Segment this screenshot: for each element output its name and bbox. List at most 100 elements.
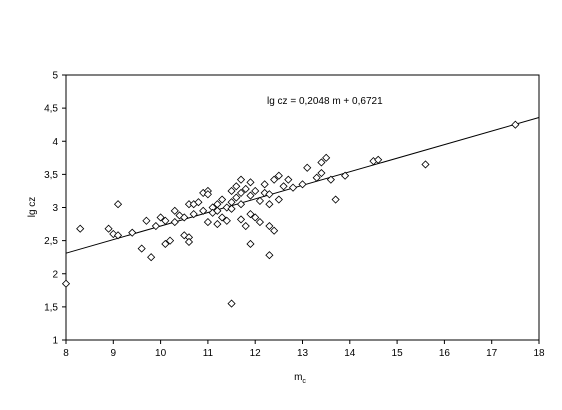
y-tick-label: 3,5 [44, 170, 58, 181]
data-point [113, 200, 123, 209]
data-point [326, 175, 335, 184]
data-point [236, 188, 246, 197]
data-point [236, 200, 246, 209]
data-point [165, 236, 175, 245]
data-point [241, 184, 250, 194]
data-point [161, 239, 170, 249]
data-point [374, 155, 383, 164]
data-point [270, 175, 279, 184]
data-point [265, 251, 274, 260]
data-point [255, 218, 264, 227]
y-tick-label: 2 [52, 269, 58, 280]
x-tick-label: 9 [111, 348, 117, 359]
data-point [255, 196, 264, 205]
x-tick-label: 15 [392, 348, 404, 359]
x-tick-label: 17 [486, 348, 498, 359]
x-tick-label: 11 [203, 348, 214, 359]
data-point [227, 204, 236, 213]
x-axis-title-subscript: c [302, 378, 306, 385]
data-point [260, 180, 269, 189]
data-point [147, 253, 156, 262]
data-point [184, 237, 194, 247]
x-axis-title-main: m [294, 372, 302, 383]
data-point [511, 120, 520, 129]
data-point [322, 153, 331, 162]
data-point [222, 216, 231, 225]
plot-area [65, 74, 540, 341]
regression-equation: lg cz = 0,2048 m + 0,6721 [267, 96, 383, 107]
data-point [236, 215, 246, 224]
data-points [61, 120, 520, 308]
data-point [421, 160, 430, 169]
data-point [180, 213, 189, 222]
data-point [241, 221, 250, 231]
data-point [113, 231, 123, 240]
data-point [232, 193, 241, 202]
data-point [227, 186, 236, 196]
data-point [170, 218, 179, 227]
data-point [232, 182, 241, 191]
x-axis-ticks: 8 9 10 11 12 13 14 15 16 17 18 [63, 340, 545, 359]
data-point [284, 175, 293, 184]
data-point [218, 195, 227, 204]
x-tick-label: 12 [250, 348, 262, 359]
data-point [246, 239, 255, 249]
data-point [317, 168, 326, 178]
x-axis-title: mc [294, 372, 306, 385]
y-tick-label: 5 [52, 71, 58, 82]
data-point [199, 206, 208, 215]
data-point [317, 158, 326, 167]
data-point [156, 213, 165, 222]
data-point [213, 219, 222, 229]
data-point [227, 299, 236, 308]
data-point [161, 216, 170, 225]
data-point [246, 210, 255, 219]
x-tick-label: 14 [344, 348, 356, 359]
data-point [312, 173, 321, 182]
data-point [76, 224, 85, 233]
data-point [137, 244, 146, 253]
y-tick-label: 1,5 [44, 302, 58, 313]
data-point [213, 206, 222, 215]
data-point [251, 186, 260, 196]
data-point [142, 216, 151, 225]
data-point [236, 175, 246, 184]
data-point [203, 190, 212, 199]
y-axis-title: lg cz [27, 197, 38, 218]
y-tick-label: 2,5 [44, 236, 58, 247]
data-point [246, 178, 255, 187]
data-point [288, 183, 298, 192]
y-tick-label: 3 [52, 203, 58, 214]
y-axis-ticks: 1 1,5 2 2,5 3 3,5 4 4,5 5 [44, 71, 66, 347]
data-point [279, 182, 288, 191]
x-tick-label: 16 [439, 348, 451, 359]
data-point [265, 190, 274, 199]
y-tick-label: 1 [52, 336, 58, 347]
data-point [218, 213, 227, 222]
data-point [274, 171, 283, 180]
x-tick-label: 10 [155, 348, 167, 359]
data-point [61, 279, 71, 288]
data-point [151, 221, 160, 231]
data-point [170, 206, 179, 215]
data-point [128, 228, 137, 237]
data-point [265, 221, 274, 231]
x-tick-label: 8 [63, 348, 69, 359]
data-point [270, 226, 279, 235]
data-point [189, 210, 198, 219]
x-tick-label: 18 [533, 348, 545, 359]
data-point [194, 198, 203, 207]
data-point [265, 200, 274, 209]
data-point [104, 224, 113, 233]
data-point [331, 195, 340, 204]
x-tick-label: 13 [297, 348, 309, 359]
y-tick-label: 4 [52, 137, 58, 148]
y-tick-label: 4,5 [44, 104, 58, 115]
data-point [298, 180, 307, 189]
data-point [341, 171, 350, 180]
data-point [251, 213, 260, 222]
data-point [203, 218, 212, 227]
data-point [303, 163, 312, 172]
data-point [246, 191, 255, 200]
